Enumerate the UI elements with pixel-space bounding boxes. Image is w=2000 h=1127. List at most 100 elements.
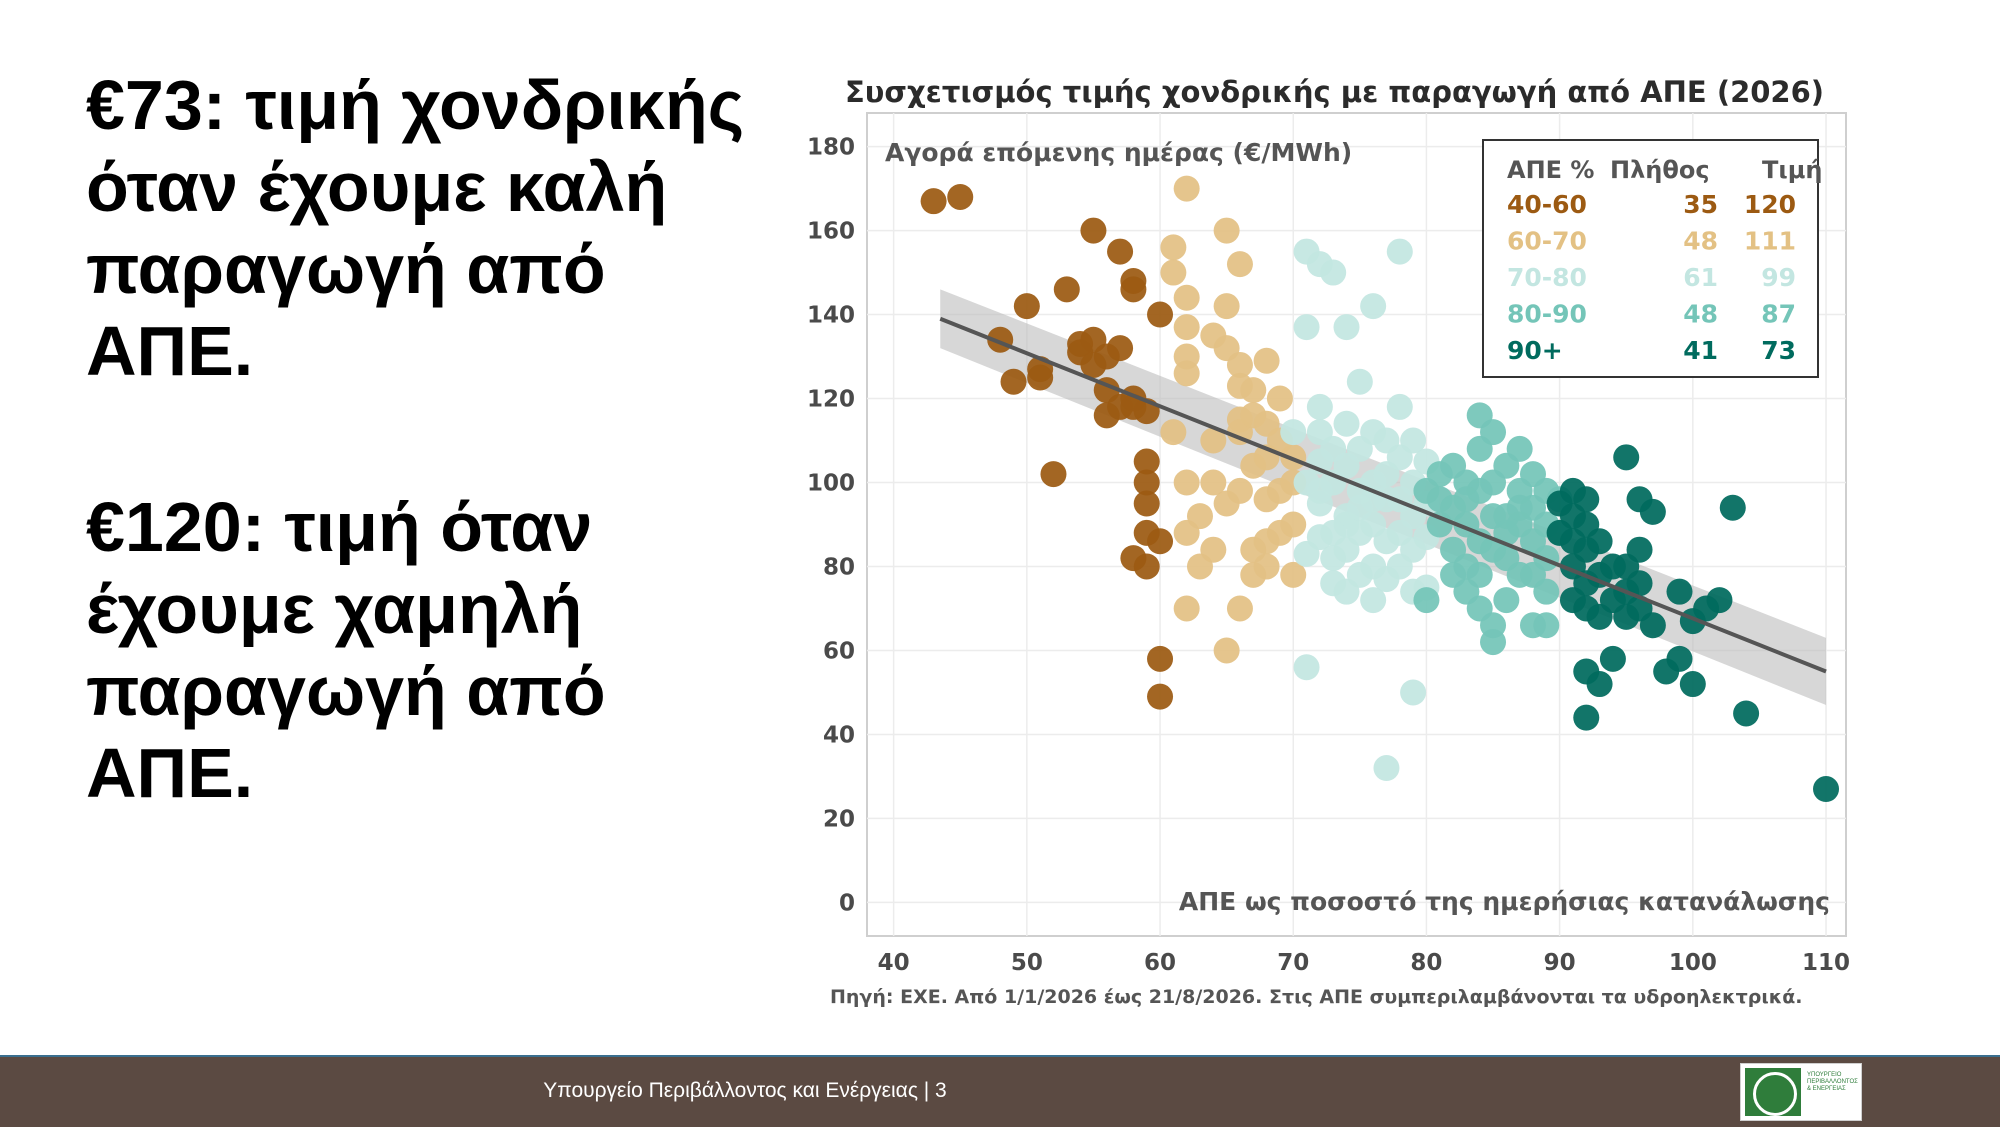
y-tick-label: 160 [807,219,855,245]
x-tick-label: 100 [1669,950,1717,976]
legend-range: 90+ [1507,336,1563,365]
data-point [1000,368,1027,395]
legend-range: 70-80 [1507,263,1587,292]
data-point [1226,351,1253,378]
data-point [1226,477,1253,504]
data-point [1333,314,1360,341]
x-axis-label: ΑΠΕ ως ποσοστό της ημερήσιας κατανάλωσης [1179,887,1830,916]
legend-box [1482,139,1819,378]
legend-range: 80-90 [1507,300,1587,329]
data-point [1080,351,1107,378]
data-point [1719,494,1746,521]
data-point [1186,503,1213,530]
y-axis-label: Αγορά επόμενης ημέρας (€/MWh) [885,138,1352,167]
data-point [1346,368,1373,395]
data-point [1293,314,1320,341]
data-point [1173,314,1200,341]
data-point [1626,570,1653,597]
data-point [1586,528,1613,555]
data-point [1466,595,1493,622]
data-point [1599,645,1626,672]
data-point [1173,469,1200,496]
data-point [1573,704,1600,731]
data-point [1813,776,1840,803]
data-point [1173,595,1200,622]
data-point [1213,637,1240,664]
data-point [1586,671,1613,698]
data-point [1107,335,1134,362]
legend-count: 41 [1683,336,1718,365]
legend-header: Τιμή [1762,156,1822,184]
logo-mark-icon [1745,1068,1801,1116]
data-point [1639,498,1666,525]
ministry-logo: ΥΠΟΥΡΓΕΙΟ ΠΕΡΙΒΑΛΛΟΝΤΟΣ & ΕΝΕΡΓΕΙΑΣ [1740,1063,1862,1121]
legend-price: 73 [1761,336,1796,365]
footer-bar: Υπουργείο Περιβάλλοντος και Ενέργειας | … [0,1055,2000,1127]
data-point [1333,410,1360,437]
y-tick-label: 0 [839,890,855,916]
data-point [1133,469,1160,496]
data-point [1133,490,1160,517]
legend-count: 61 [1683,263,1718,292]
data-point [1373,427,1400,454]
y-tick-label: 60 [823,638,855,664]
y-tick-label: 80 [823,554,855,580]
data-point [1573,486,1600,513]
data-point [1533,578,1560,605]
data-point [1466,561,1493,588]
legend-count: 48 [1683,227,1718,256]
data-point [1413,587,1440,614]
data-point [920,188,947,215]
data-point [1053,276,1080,303]
data-point [1506,435,1533,462]
legend-price: 87 [1761,300,1796,329]
data-point [1666,645,1693,672]
scatter-chart: Συσχετισμός τιμής χονδρικής με παραγωγή … [800,60,1880,1020]
logo-text: ΥΠΟΥΡΓΕΙΟ ΠΕΡΙΒΑΛΛΟΝΤΟΣ & ΕΝΕΡΓΕΙΑΣ [1807,1072,1858,1092]
footer-text: Υπουργείο Περιβάλλοντος και Ενέργειας | … [543,1079,947,1102]
x-tick-label: 60 [1144,950,1176,976]
data-point [1480,419,1507,446]
data-point [1440,561,1467,588]
headline-block: €73: τιμή χονδρικής όταν έχουμε καλή παρ… [86,64,786,908]
data-point [1160,419,1187,446]
x-tick-label: 50 [1011,950,1043,976]
y-tick-label: 120 [807,387,855,413]
data-point [1213,217,1240,244]
data-point [1240,377,1267,404]
data-point [1426,461,1453,488]
data-point [1306,393,1333,420]
data-point [1147,645,1174,672]
source-note: Πηγή: ΕΧΕ. Από 1/1/2026 έως 21/8/2026. Σ… [830,986,1803,1008]
data-point [1147,683,1174,710]
headline-low-price: €73: τιμή χονδρικής όταν έχουμε καλή παρ… [86,66,745,390]
tick-labels: 0 20 40 60 80 100 120 140 160 180 40 50 60 70 80 90 100 1… [807,135,1850,976]
x-tick-label: 80 [1410,950,1442,976]
trend-line [939,316,1827,674]
y-tick-label: 100 [807,471,855,497]
data-point [1293,654,1320,681]
data-point [1147,528,1174,555]
data-point [1613,444,1640,471]
x-tick-label: 40 [878,950,910,976]
data-point [1133,448,1160,475]
legend: ΑΠΕ % Πλήθος Τιμή 40-60 35 120 60-70 48 111 70-80… [1482,139,1822,378]
data-point [1160,259,1187,286]
y-tick-label: 140 [807,303,855,329]
data-point [1533,612,1560,639]
data-point [1200,536,1227,563]
y-tick-label: 20 [823,806,855,832]
data-point [1453,486,1480,513]
data-point [1386,238,1413,265]
data-point [1120,545,1147,572]
data-point [1160,234,1187,261]
data-point [1147,301,1174,328]
data-point [1360,587,1387,614]
data-point [947,183,974,210]
data-point [1733,700,1760,727]
data-point [1226,251,1253,278]
data-point [1280,561,1307,588]
data-point [1306,477,1333,504]
legend-count: 35 [1683,190,1718,219]
data-point [1333,578,1360,605]
